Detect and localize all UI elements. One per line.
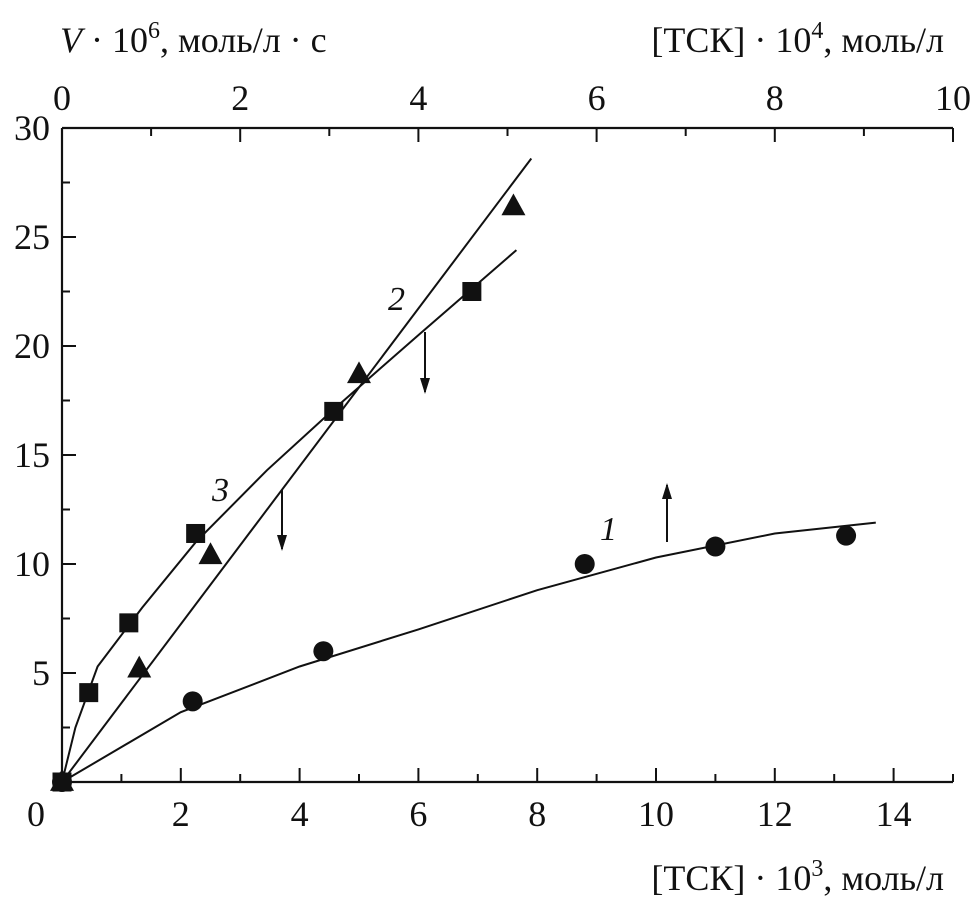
y-tick-label: 15 — [14, 435, 50, 475]
x-bottom-tick-label: 2 — [172, 794, 190, 834]
x-top-tick-label: 2 — [231, 78, 249, 118]
tick-marks — [61, 127, 954, 783]
y-tick-label: 20 — [14, 326, 50, 366]
axes — [60, 126, 953, 784]
x-top-tick-label: 0 — [53, 78, 71, 118]
series-3-point — [198, 542, 223, 565]
series-2-point — [462, 282, 482, 301]
series-3-point — [347, 361, 371, 384]
series-1-point — [182, 691, 203, 712]
y-axis-title-exponent: 6 — [148, 18, 160, 44]
curve-label-3: 3 — [211, 472, 229, 509]
x-bottom-tick-label: 14 — [876, 794, 912, 834]
x-bottom-tick-label: 10 — [638, 794, 674, 834]
series-2-point — [119, 613, 139, 633]
arrow-1-head — [662, 483, 672, 499]
x-top-axis-title: [ТСК] · 104, моль/л — [651, 18, 944, 60]
x-top-tick-label: 8 — [766, 78, 784, 118]
x-top-axis-title-exponent: 4 — [811, 18, 823, 44]
y-tick-label: 30 — [14, 108, 50, 148]
series-2-point — [324, 401, 344, 421]
series-2-point — [79, 683, 99, 703]
x-top-tick-label: 10 — [935, 78, 971, 118]
x-bottom-axis-title-suffix: , моль/л — [823, 858, 944, 898]
x-bottom-tick-label: 4 — [291, 794, 309, 834]
x-bottom-axis-title: [ТСК] · 103, моль/л — [651, 856, 944, 898]
curve-labels: 1 2 3 — [211, 281, 617, 548]
series-3-point — [50, 768, 74, 791]
y-tick-label: 25 — [14, 217, 50, 257]
y-axis-title-prefix: V — [60, 20, 86, 60]
x-top-axis-title-prefix: [ТСК] · 10 — [651, 20, 811, 60]
x-bottom-axis-title-prefix: [ТСК] · 10 — [651, 858, 811, 898]
curve-label-2: 2 — [388, 281, 405, 318]
arrow-3-head — [277, 535, 287, 551]
series-3-point — [127, 655, 152, 678]
x-bottom-tick-label: 8 — [528, 794, 546, 834]
curve-3 — [61, 157, 533, 783]
series-1-point — [705, 536, 726, 557]
axis-assignment-arrows — [277, 332, 672, 551]
series-1-point — [836, 525, 857, 546]
curve-1 — [61, 521, 876, 783]
curve-label-1: 1 — [600, 511, 617, 548]
y-axis-title: V · 106, моль/л · с — [60, 18, 327, 60]
y-tick-label: 10 — [14, 544, 50, 584]
x-bottom-tick-label: 6 — [409, 794, 427, 834]
series-1-point — [574, 554, 595, 574]
fit-curves — [61, 157, 876, 783]
y-tick-label: 5 — [32, 653, 50, 693]
y-axis-title-middle: · 10 — [82, 20, 148, 60]
x-top-axis-title-suffix: , моль/л — [823, 20, 944, 60]
y-axis-title-suffix: , моль/л · с — [160, 20, 327, 60]
x-top-tick-label: 4 — [409, 78, 427, 118]
x-bottom-tick-label: 0 — [27, 794, 45, 834]
x-top-tick-label: 6 — [588, 78, 606, 118]
series-3-point — [501, 193, 526, 216]
data-markers — [50, 193, 857, 792]
curve-2 — [61, 249, 518, 783]
arrow-2-head — [420, 378, 430, 394]
series-2-point — [186, 523, 206, 543]
x-bottom-axis-title-exponent: 3 — [811, 856, 823, 882]
series-1-point — [313, 641, 334, 662]
x-bottom-tick-label: 12 — [757, 794, 793, 834]
